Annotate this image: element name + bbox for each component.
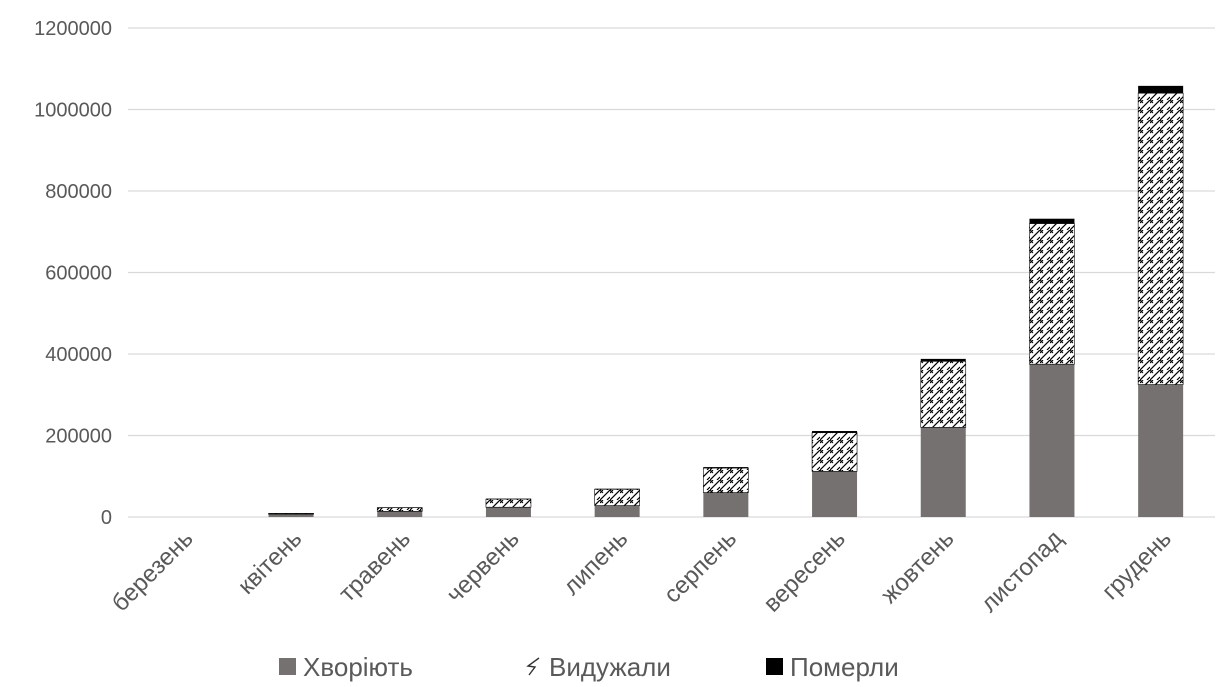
legend-label: Померли [790,652,899,682]
x-category-label: вересень [758,525,850,617]
x-axis-labels: березень квітень травень червень липень серпе… [107,525,1177,618]
bar-segment-2 [376,507,423,512]
y-tick-label: 800000 [45,181,112,203]
y-tick-label: 0 [101,507,112,529]
x-category-label: червень [441,525,524,608]
bar-segment-1 [703,492,749,517]
x-category-label: липень [558,525,633,600]
bar-segment-1 [377,511,423,517]
x-category-label: серпень [659,525,742,608]
bar-segment-2 [1137,92,1184,385]
bar-segment-3 [268,513,314,514]
y-axis-ticks: 0 200000 400000 600000 800000 1000000 1200000 [34,18,112,529]
bar-segment-1 [485,507,531,517]
legend-label: Хворіють [303,652,413,682]
bar-segment-2 [1029,223,1075,365]
x-category-label: квітень [233,525,308,600]
y-tick-label: 600000 [45,263,112,285]
bar-segment-2 [485,498,532,508]
x-category-label: жовтень [876,525,960,609]
bar-segment-1 [594,505,640,517]
bar-segment-1 [812,471,858,517]
y-tick-label: 200000 [45,426,112,448]
x-category-label: березень [107,525,199,617]
bar-segment-2 [594,488,640,506]
legend-label: Видужали [549,652,671,682]
bars [268,85,1184,517]
bar-segment-3 [1138,85,1184,94]
y-tick-label: 1200000 [34,18,112,40]
bar-segment-3 [377,507,423,509]
legend-hatch-stroke [526,657,540,676]
bar-segment-1 [1138,384,1184,517]
y-tick-label: 400000 [45,344,112,366]
bar-segment-2 [703,467,749,493]
legend-swatch-hatch-icon [526,657,540,676]
bar-segment-3 [485,498,531,500]
bar-segment-2 [811,432,858,472]
bar-segment-1 [268,514,314,517]
x-category-label: травень [334,525,416,607]
gridlines [128,27,1215,518]
bar-segment-3 [1029,218,1075,224]
legend: Хворіють Видужали Померли [279,652,899,682]
legend-swatch-icon [766,658,783,675]
x-category-label: листопад [976,525,1069,618]
legend-swatch-icon [279,658,296,675]
bar-segment-3 [812,431,858,433]
x-category-label: грудень [1097,525,1177,605]
y-tick-label: 1000000 [34,100,112,122]
bar-segment-1 [920,427,966,517]
bar-segment-1 [1029,364,1075,517]
bar-segment-3 [703,467,749,469]
bar-segment-3 [594,488,640,490]
bar-segment-3 [920,358,966,362]
bar-segment-2 [920,361,967,428]
